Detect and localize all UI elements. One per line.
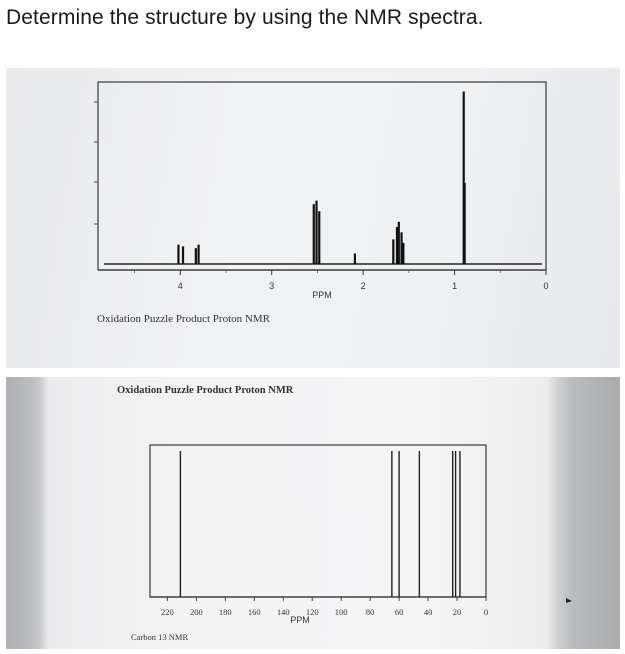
carbon-tick-label: 80	[366, 607, 375, 617]
proton-x-ticks: 4 3 2 1 0	[134, 270, 549, 291]
proton-caption: Oxidation Puzzle Product Proton NMR	[97, 313, 271, 325]
carbon-tick-label: 40	[424, 607, 433, 617]
carbon-tick-label: 180	[219, 607, 232, 617]
carbon-tick-label: 60	[395, 607, 404, 617]
proton-tick-label: 0	[543, 281, 548, 291]
carbon-tick-label: 100	[335, 607, 348, 617]
carbon-tick-label: 0	[484, 607, 488, 617]
proton-x-axis-label: PPM	[312, 290, 332, 300]
carbon-tick-label: 140	[277, 607, 290, 617]
proton-nmr-photo: 4 3 2 1 0 PPM Oxidation Puzzle Product Proto…	[6, 68, 620, 368]
carbon-peaks	[179, 451, 461, 597]
proton-tick-label: 3	[269, 281, 274, 291]
proton-tick-label: 1	[452, 281, 457, 291]
carbon-nmr-chart: Oxidation Puzzle Product Proton NMR 220 2…	[117, 385, 572, 642]
carbon-plot-frame	[149, 444, 487, 598]
carbon-caption-bottom: Carbon 13 NMR	[131, 632, 188, 642]
proton-nmr-chart: 4 3 2 1 0 PPM Oxidation Puzzle Product Proto…	[94, 81, 549, 325]
carbon-x-axis-label: PPM	[290, 615, 310, 625]
proton-y-ticks	[94, 101, 98, 225]
carbon-x-ticks: 220 200 180 160 140 120 100 80 60 40 20 0	[161, 597, 488, 617]
carbon-caption-top: Oxidation Puzzle Product Proton NMR	[117, 385, 294, 396]
carbon-nmr-photo: Oxidation Puzzle Product Proton NMR 220 2…	[6, 377, 620, 649]
proton-peaks	[177, 91, 466, 264]
carbon-tick-label: 20	[453, 607, 462, 617]
carbon-tick-label: 120	[306, 607, 319, 617]
carbon-tick-label: 220	[161, 607, 174, 617]
carbon-tick-label: 200	[190, 607, 203, 617]
mouse-cursor-icon	[566, 598, 572, 603]
proton-tick-label: 4	[178, 281, 183, 291]
question-text: Determine the structure by using the NMR…	[6, 6, 484, 29]
proton-tick-label: 2	[361, 281, 366, 291]
carbon-tick-label: 160	[248, 607, 261, 617]
proton-plot-frame	[97, 81, 547, 271]
